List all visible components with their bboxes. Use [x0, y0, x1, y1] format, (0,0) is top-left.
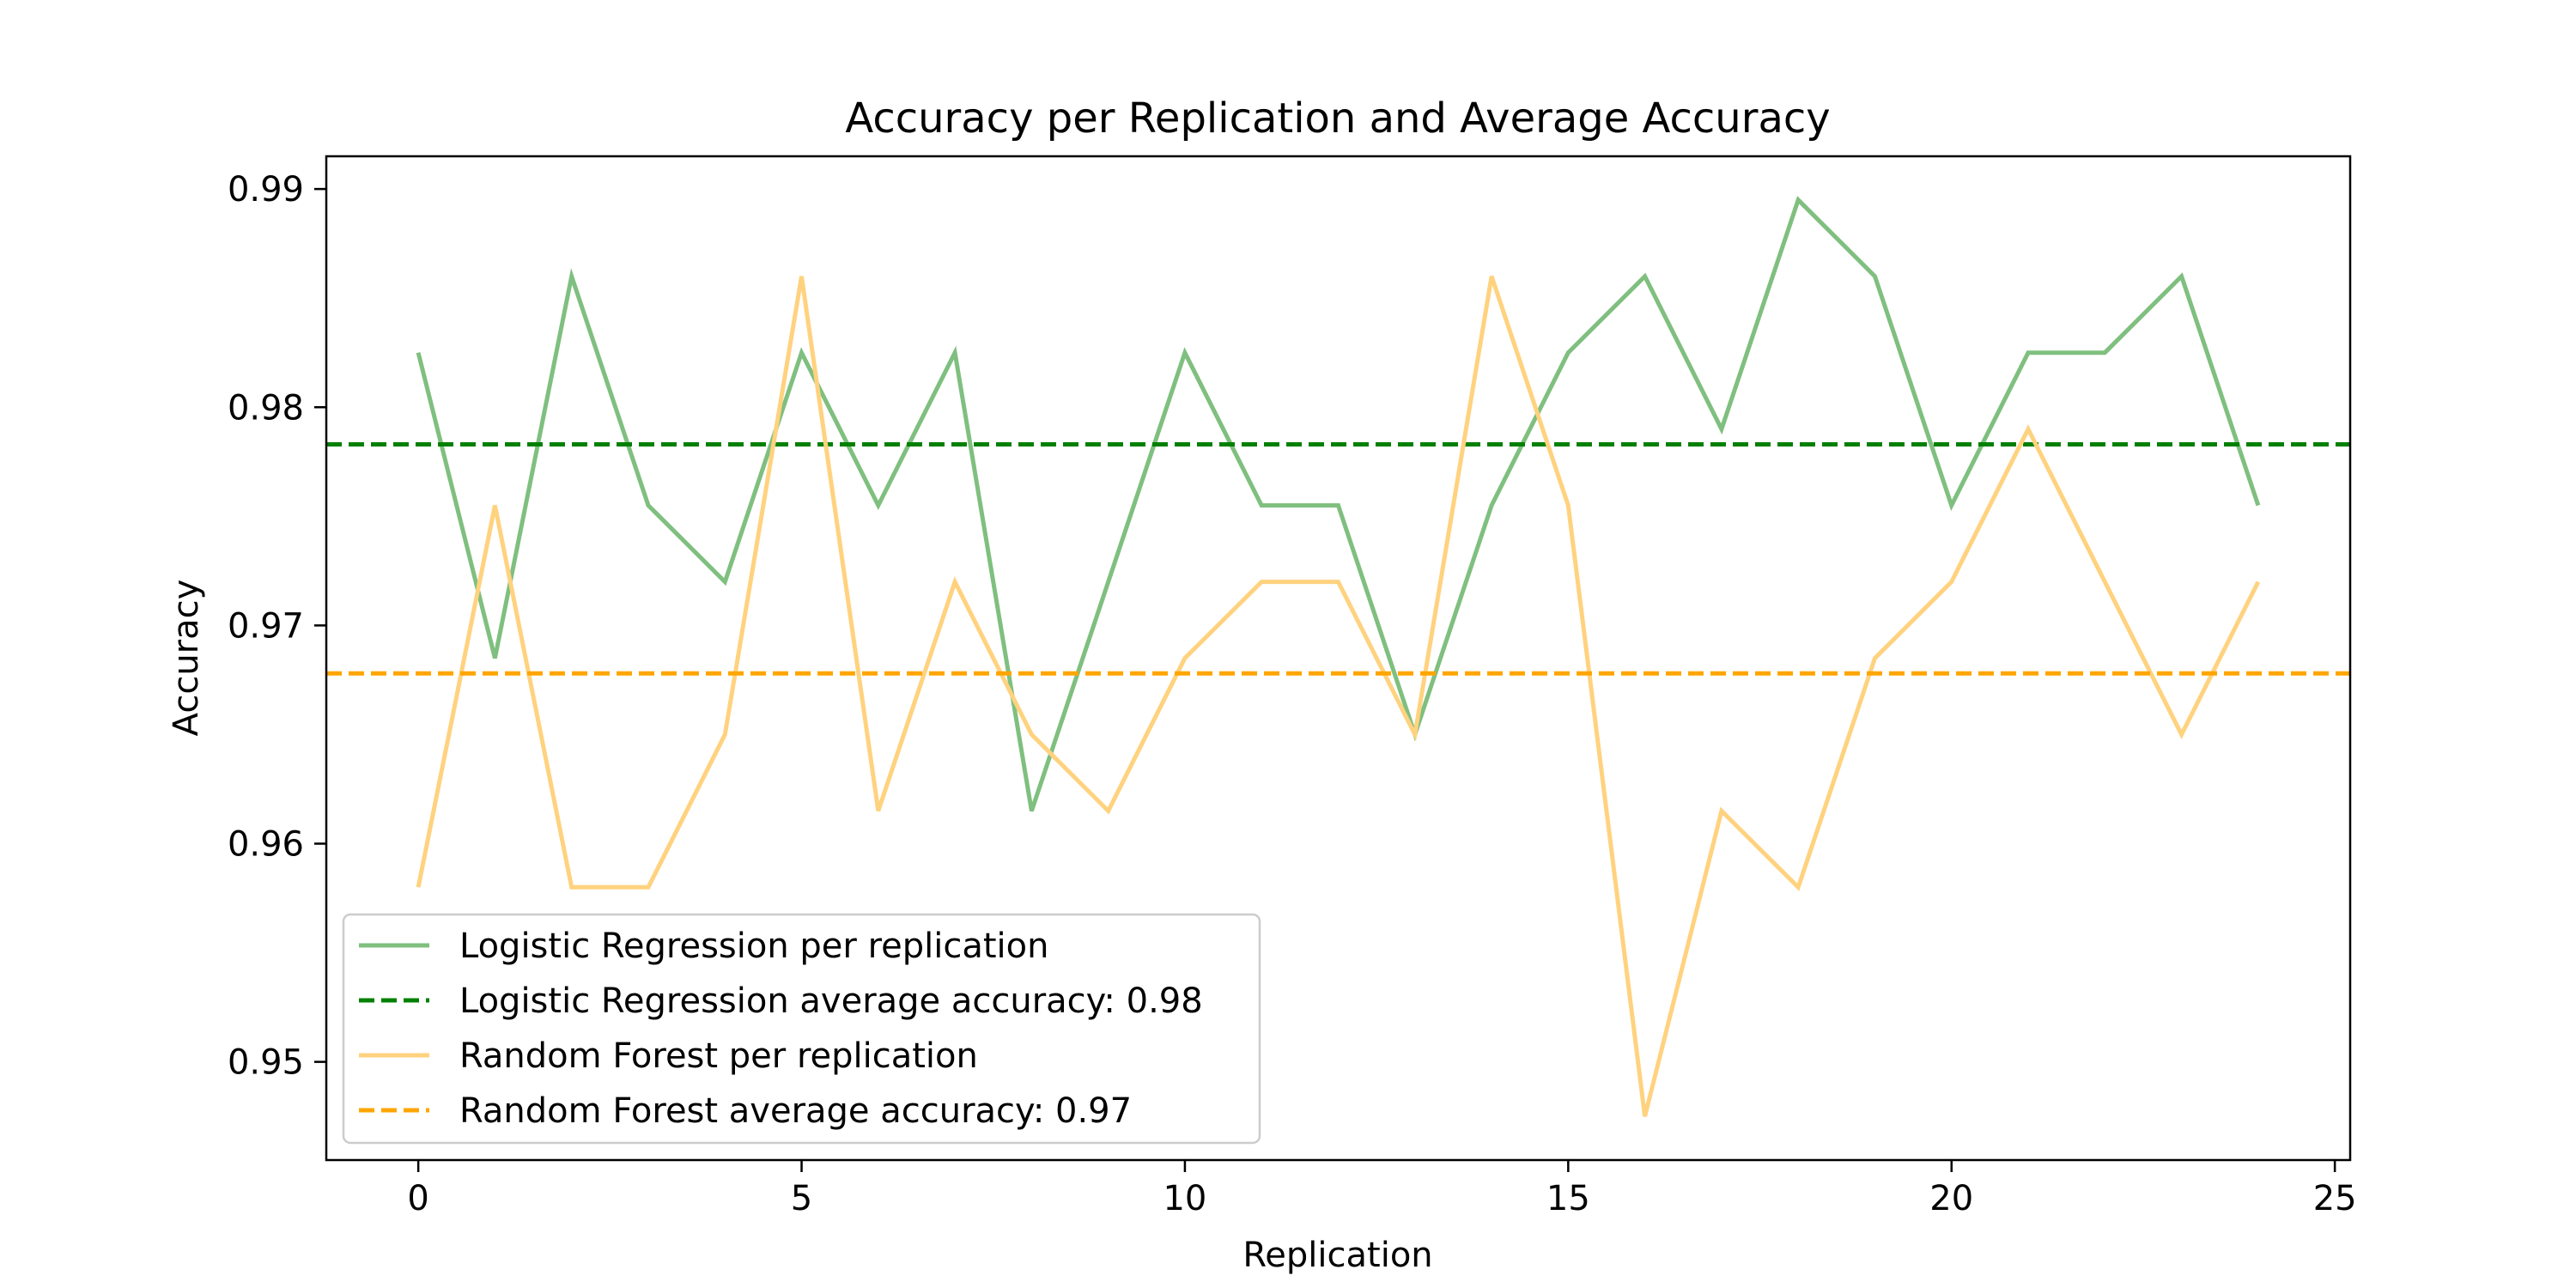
- legend-label: Random Forest average accuracy: 0.97: [459, 1091, 1132, 1131]
- random-forest-per-replication-point: [1260, 580, 1264, 584]
- legend-label: Logistic Regression average accuracy: 0.…: [459, 981, 1203, 1021]
- y-tick-label: 0.95: [228, 1043, 304, 1083]
- random-forest-per-replication-point: [646, 885, 650, 890]
- logistic-regression-per-replication-point: [1030, 809, 1034, 813]
- random-forest-per-replication-point: [1719, 809, 1723, 813]
- y-tick-label: 0.96: [228, 825, 304, 865]
- x-tick-label: 20: [1929, 1179, 1973, 1218]
- logistic-regression-per-replication-point: [1719, 427, 1723, 431]
- x-tick-label: 15: [1546, 1179, 1590, 1218]
- logistic-regression-per-replication-point: [876, 503, 880, 507]
- random-forest-per-replication-point: [416, 885, 421, 890]
- logistic-regression-per-replication-point: [2103, 350, 2107, 355]
- plot-frame: [325, 155, 2352, 1162]
- random-forest-per-replication-point: [1949, 580, 1953, 584]
- y-tick-label: 0.98: [228, 388, 304, 428]
- logistic-regression-per-replication-point: [723, 580, 727, 584]
- legend-frame: [342, 913, 1261, 1145]
- random-forest-per-replication-point: [953, 580, 957, 584]
- x-axis-title: Replication: [1242, 1236, 1432, 1275]
- y-axis: 0.95 0.96 0.97 0.98 0.99: [228, 170, 326, 1083]
- x-tick-label: 5: [791, 1179, 812, 1218]
- logistic-regression-per-replication-point: [799, 350, 804, 355]
- random-forest-per-replication-point: [723, 732, 727, 737]
- random-forest-per-replication-point: [1413, 732, 1417, 737]
- x-tick-label: 10: [1163, 1179, 1206, 1218]
- logistic-regression-per-replication-point: [1873, 274, 1877, 278]
- random-forest-per-replication-point: [1643, 1115, 1647, 1119]
- legend-label: Random Forest per replication: [459, 1036, 978, 1076]
- logistic-regression-per-replication-point: [1106, 580, 1110, 584]
- logistic-regression-per-replication-point: [1566, 350, 1571, 355]
- logistic-regression-per-replication-point: [1336, 503, 1340, 507]
- logistic-regression-per-replication-point: [1796, 197, 1801, 202]
- logistic-regression-per-replication-point: [416, 350, 421, 355]
- random-forest-per-replication-point: [1566, 503, 1571, 507]
- random-forest-per-replication-point: [569, 885, 574, 890]
- random-forest-per-replication-point: [1030, 732, 1034, 737]
- chart-title: Accuracy per Replication and Average Acc…: [845, 94, 1830, 143]
- logistic-regression-per-replication-point: [569, 274, 574, 278]
- x-axis: 0 5 10 15 20 25: [407, 1160, 2357, 1218]
- logistic-regression-per-replication-point: [1643, 274, 1647, 278]
- random-forest-per-replication-point: [493, 503, 497, 507]
- y-tick-label: 0.99: [228, 170, 304, 210]
- random-forest-per-replication-point: [1106, 809, 1110, 813]
- y-tick-label: 0.97: [228, 606, 304, 646]
- logistic-regression-per-replication-point: [2026, 350, 2031, 355]
- random-forest-per-replication-point: [2026, 427, 2031, 431]
- logistic-regression-per-replication-point: [646, 503, 650, 507]
- random-forest-per-replication-point: [2256, 580, 2260, 584]
- logistic-regression-per-replication-point: [493, 656, 497, 660]
- random-forest-per-replication-point: [876, 809, 880, 813]
- logistic-regression-per-replication-point: [1260, 503, 1264, 507]
- y-axis-title: Accuracy: [167, 580, 206, 737]
- legend: Logistic Regression per replication Logis…: [342, 913, 1261, 1145]
- random-forest-per-replication-point: [799, 274, 804, 278]
- logistic-regression-per-replication-point: [1949, 503, 1953, 507]
- logistic-regression-per-replication-point: [2256, 503, 2260, 507]
- logistic-regression-per-replication-line: [416, 196, 2261, 812]
- legend-label: Logistic Regression per replication: [459, 927, 1048, 966]
- logistic-regression-per-replication-point: [2179, 274, 2184, 278]
- random-forest-per-replication-point: [1490, 274, 1494, 278]
- random-forest-per-replication-point: [1182, 656, 1187, 660]
- random-forest-per-replication-point: [1796, 885, 1801, 890]
- random-forest-per-replication-point: [1873, 656, 1877, 660]
- logistic-regression-per-replication-point: [953, 350, 957, 355]
- x-tick-label: 25: [2313, 1179, 2357, 1218]
- series-layer: [326, 196, 2350, 1119]
- random-forest-per-replication-line: [416, 276, 2261, 1117]
- random-forest-per-replication-point: [2103, 580, 2107, 584]
- random-forest-per-replication-point: [1336, 580, 1340, 584]
- legend-items: Logistic Regression per replication Logis…: [359, 927, 1203, 1131]
- logistic-regression-per-replication-point: [1490, 503, 1494, 507]
- x-tick-label: 0: [407, 1179, 428, 1218]
- logistic-regression-per-replication-point: [1182, 350, 1187, 355]
- random-forest-per-replication-point: [2179, 732, 2184, 737]
